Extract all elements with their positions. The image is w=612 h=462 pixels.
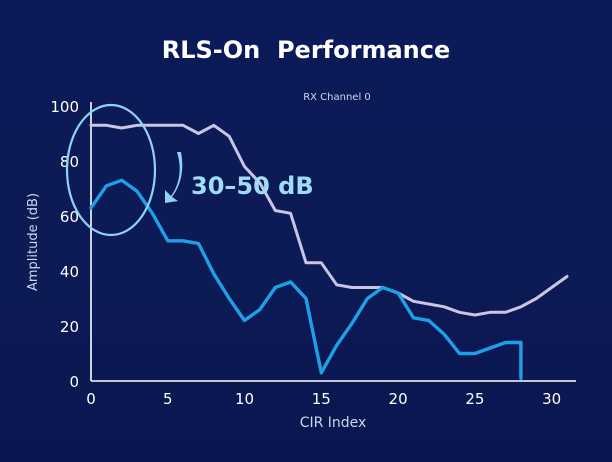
y-tick-label: 20 (60, 318, 79, 336)
chart-title: RLS-On Performance (161, 36, 451, 64)
series-line-1 (89, 123, 569, 317)
x-tick-label: 30 (542, 390, 561, 408)
x-tick-label: 0 (86, 390, 96, 408)
x-axis-label: CIR Index (300, 415, 367, 431)
y-tick-label: 80 (60, 153, 79, 171)
y-tick-label: 0 (69, 373, 79, 391)
series-line-2 (89, 178, 523, 380)
annotation: 30–50 dB (65, 103, 314, 237)
y-tick-label: 100 (50, 98, 79, 116)
x-tick-label: 15 (312, 390, 331, 408)
axes (90, 102, 576, 382)
highlight-ellipse (65, 103, 157, 237)
annotation-label: 30–50 dB (191, 172, 314, 200)
chart-subtitle: RX Channel 0 (303, 92, 371, 103)
series-group (89, 123, 569, 380)
x-tick-label: 25 (465, 390, 484, 408)
x-tick-labels: 0 5 10 15 20 25 30 (86, 390, 561, 408)
x-tick-label: 20 (389, 390, 408, 408)
y-tick-labels: 0 20 40 60 80 100 (50, 98, 79, 391)
x-tick-label: 10 (235, 390, 254, 408)
y-tick-label: 60 (60, 208, 79, 226)
x-tick-label: 5 (163, 390, 173, 408)
down-arrow-icon (165, 152, 183, 203)
y-axis-label: Amplitude (dB) (26, 193, 41, 291)
y-tick-label: 40 (60, 263, 79, 281)
